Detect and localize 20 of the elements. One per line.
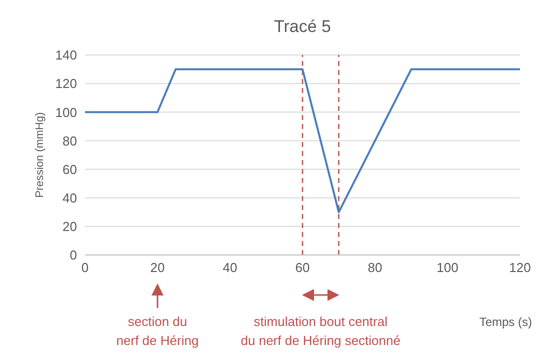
x-tick-label: 120 bbox=[509, 260, 531, 276]
x-tick-label: 60 bbox=[295, 260, 310, 276]
chart-title: Tracé 5 bbox=[274, 17, 332, 36]
x-tick-label: 20 bbox=[150, 260, 165, 276]
x-tick-label: 100 bbox=[436, 260, 458, 276]
x-axis-title: Temps (s) bbox=[479, 315, 532, 329]
x-tick-label: 0 bbox=[81, 260, 89, 276]
y-tick-label: 80 bbox=[62, 133, 77, 148]
text: stimulation bout central du nerf de Héring sectionné bbox=[240, 314, 400, 348]
y-tick-label: 100 bbox=[55, 104, 77, 120]
y-tick-label: 140 bbox=[55, 48, 77, 63]
x-tick-label: 40 bbox=[222, 260, 238, 276]
y-tick-label: 20 bbox=[62, 219, 77, 234]
y-axis-title: Pression (mmHg) bbox=[34, 112, 46, 198]
y-tick-label: 120 bbox=[55, 76, 77, 92]
annotation: section du nerf de Héring bbox=[116, 314, 199, 348]
y-tick-label: 40 bbox=[62, 190, 77, 206]
x-tick-label: 80 bbox=[368, 260, 382, 276]
y-tick-label: 60 bbox=[62, 162, 77, 177]
y-tick-label: 0 bbox=[70, 248, 77, 263]
